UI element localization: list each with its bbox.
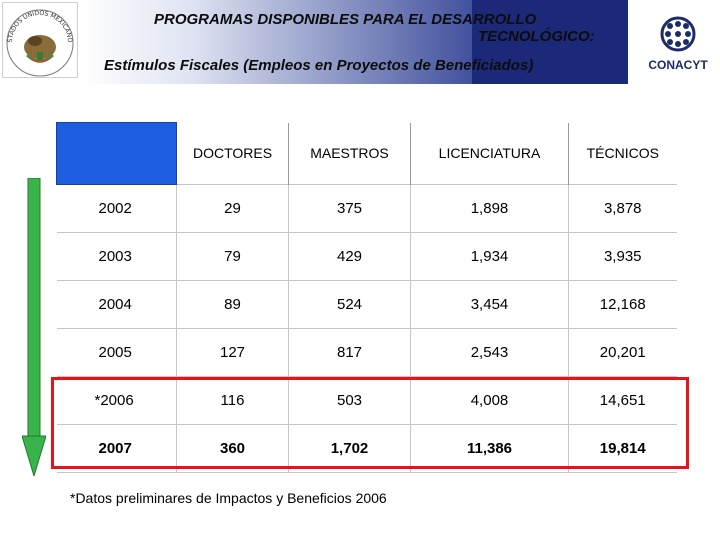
cell-tecnicos: 12,168	[568, 280, 677, 329]
cell-licenciatura: 4,008	[410, 376, 569, 425]
table-row: 2004 89 524 3,454 12,168	[56, 280, 677, 329]
cell-licenciatura: 11,386	[410, 424, 569, 473]
employment-table: DOCTORES MAESTROS LICENCIATURA TÉCNICOS …	[56, 122, 677, 473]
conacyt-logo: CONACYT	[640, 14, 716, 76]
cell-doctores: 29	[176, 184, 289, 233]
table-row: 2005 127 817 2,543 20,201	[56, 328, 677, 377]
cell-doctores: 79	[176, 232, 289, 281]
table-row: 2007 360 1,702 11,386 19,814	[56, 424, 677, 473]
row-year: 2005	[56, 328, 177, 377]
cell-maestros: 1,702	[288, 424, 411, 473]
highlight-frame	[51, 377, 689, 469]
table-row: 2003 79 429 1,934 3,935	[56, 232, 677, 281]
eagle-seal-icon: ESTADOS UNIDOS MEXICANOS	[1, 0, 74, 77]
cell-doctores: 127	[176, 328, 289, 377]
column-header-tecnicos: TÉCNICOS	[586, 145, 659, 162]
down-arrow-icon	[22, 178, 46, 476]
table-header-row: DOCTORES MAESTROS LICENCIATURA TÉCNICOS	[56, 122, 677, 185]
cell-doctores: 360	[176, 424, 289, 473]
mexico-seal: ESTADOS UNIDOS MEXICANOS	[1, 0, 78, 78]
row-year: 2004	[56, 280, 177, 329]
cell-tecnicos: 20,201	[568, 328, 677, 377]
cell-licenciatura: 2,543	[410, 328, 569, 377]
column-header-doctores: DOCTORES	[176, 122, 289, 185]
cell-maestros: 817	[288, 328, 411, 377]
cell-doctores: 116	[176, 376, 289, 425]
cell-maestros: 429	[288, 232, 411, 281]
cell-doctores: 89	[176, 280, 289, 329]
column-header-maestros: MAESTROS	[288, 122, 411, 185]
header-banner: ESTADOS UNIDOS MEXICANOS PROGRAMAS DISPO…	[0, 0, 720, 84]
footnote: *Datos preliminares de Impactos y Benefi…	[70, 490, 387, 506]
cell-tecnicos: 3,878	[568, 184, 677, 233]
cell-maestros: 503	[288, 376, 411, 425]
row-year: 2002	[56, 184, 177, 233]
cell-maestros: 375	[288, 184, 411, 233]
row-year: *2006	[56, 376, 177, 425]
cell-tecnicos: 3,935	[568, 232, 677, 281]
cell-licenciatura: 1,934	[410, 232, 569, 281]
table-row: *2006 116 503 4,008 14,651	[56, 376, 677, 425]
title-line-1: PROGRAMAS DISPONIBLES PARA EL DESARROLLO	[154, 11, 537, 28]
table-row: 2002 29 375 1,898 3,878	[56, 184, 677, 233]
cell-tecnicos: 19,814	[568, 424, 677, 473]
row-year: 2007	[56, 424, 177, 473]
table-corner-cell	[56, 122, 177, 185]
row-year: 2003	[56, 232, 177, 281]
cell-licenciatura: 3,454	[410, 280, 569, 329]
cell-maestros: 524	[288, 280, 411, 329]
cell-licenciatura: 1,898	[410, 184, 569, 233]
subtitle: Estímulos Fiscales (Empleos en Proyectos…	[104, 57, 534, 74]
conacyt-logo-icon: CONACYT	[648, 16, 708, 72]
banner-dark-block	[472, 0, 628, 84]
conacyt-logo-text: CONACYT	[648, 58, 708, 72]
column-header-licenciatura: LICENCIATURA	[410, 122, 569, 185]
cell-tecnicos: 14,651	[568, 376, 677, 425]
title-line-2: TECNOLÓGICO:	[478, 28, 595, 45]
